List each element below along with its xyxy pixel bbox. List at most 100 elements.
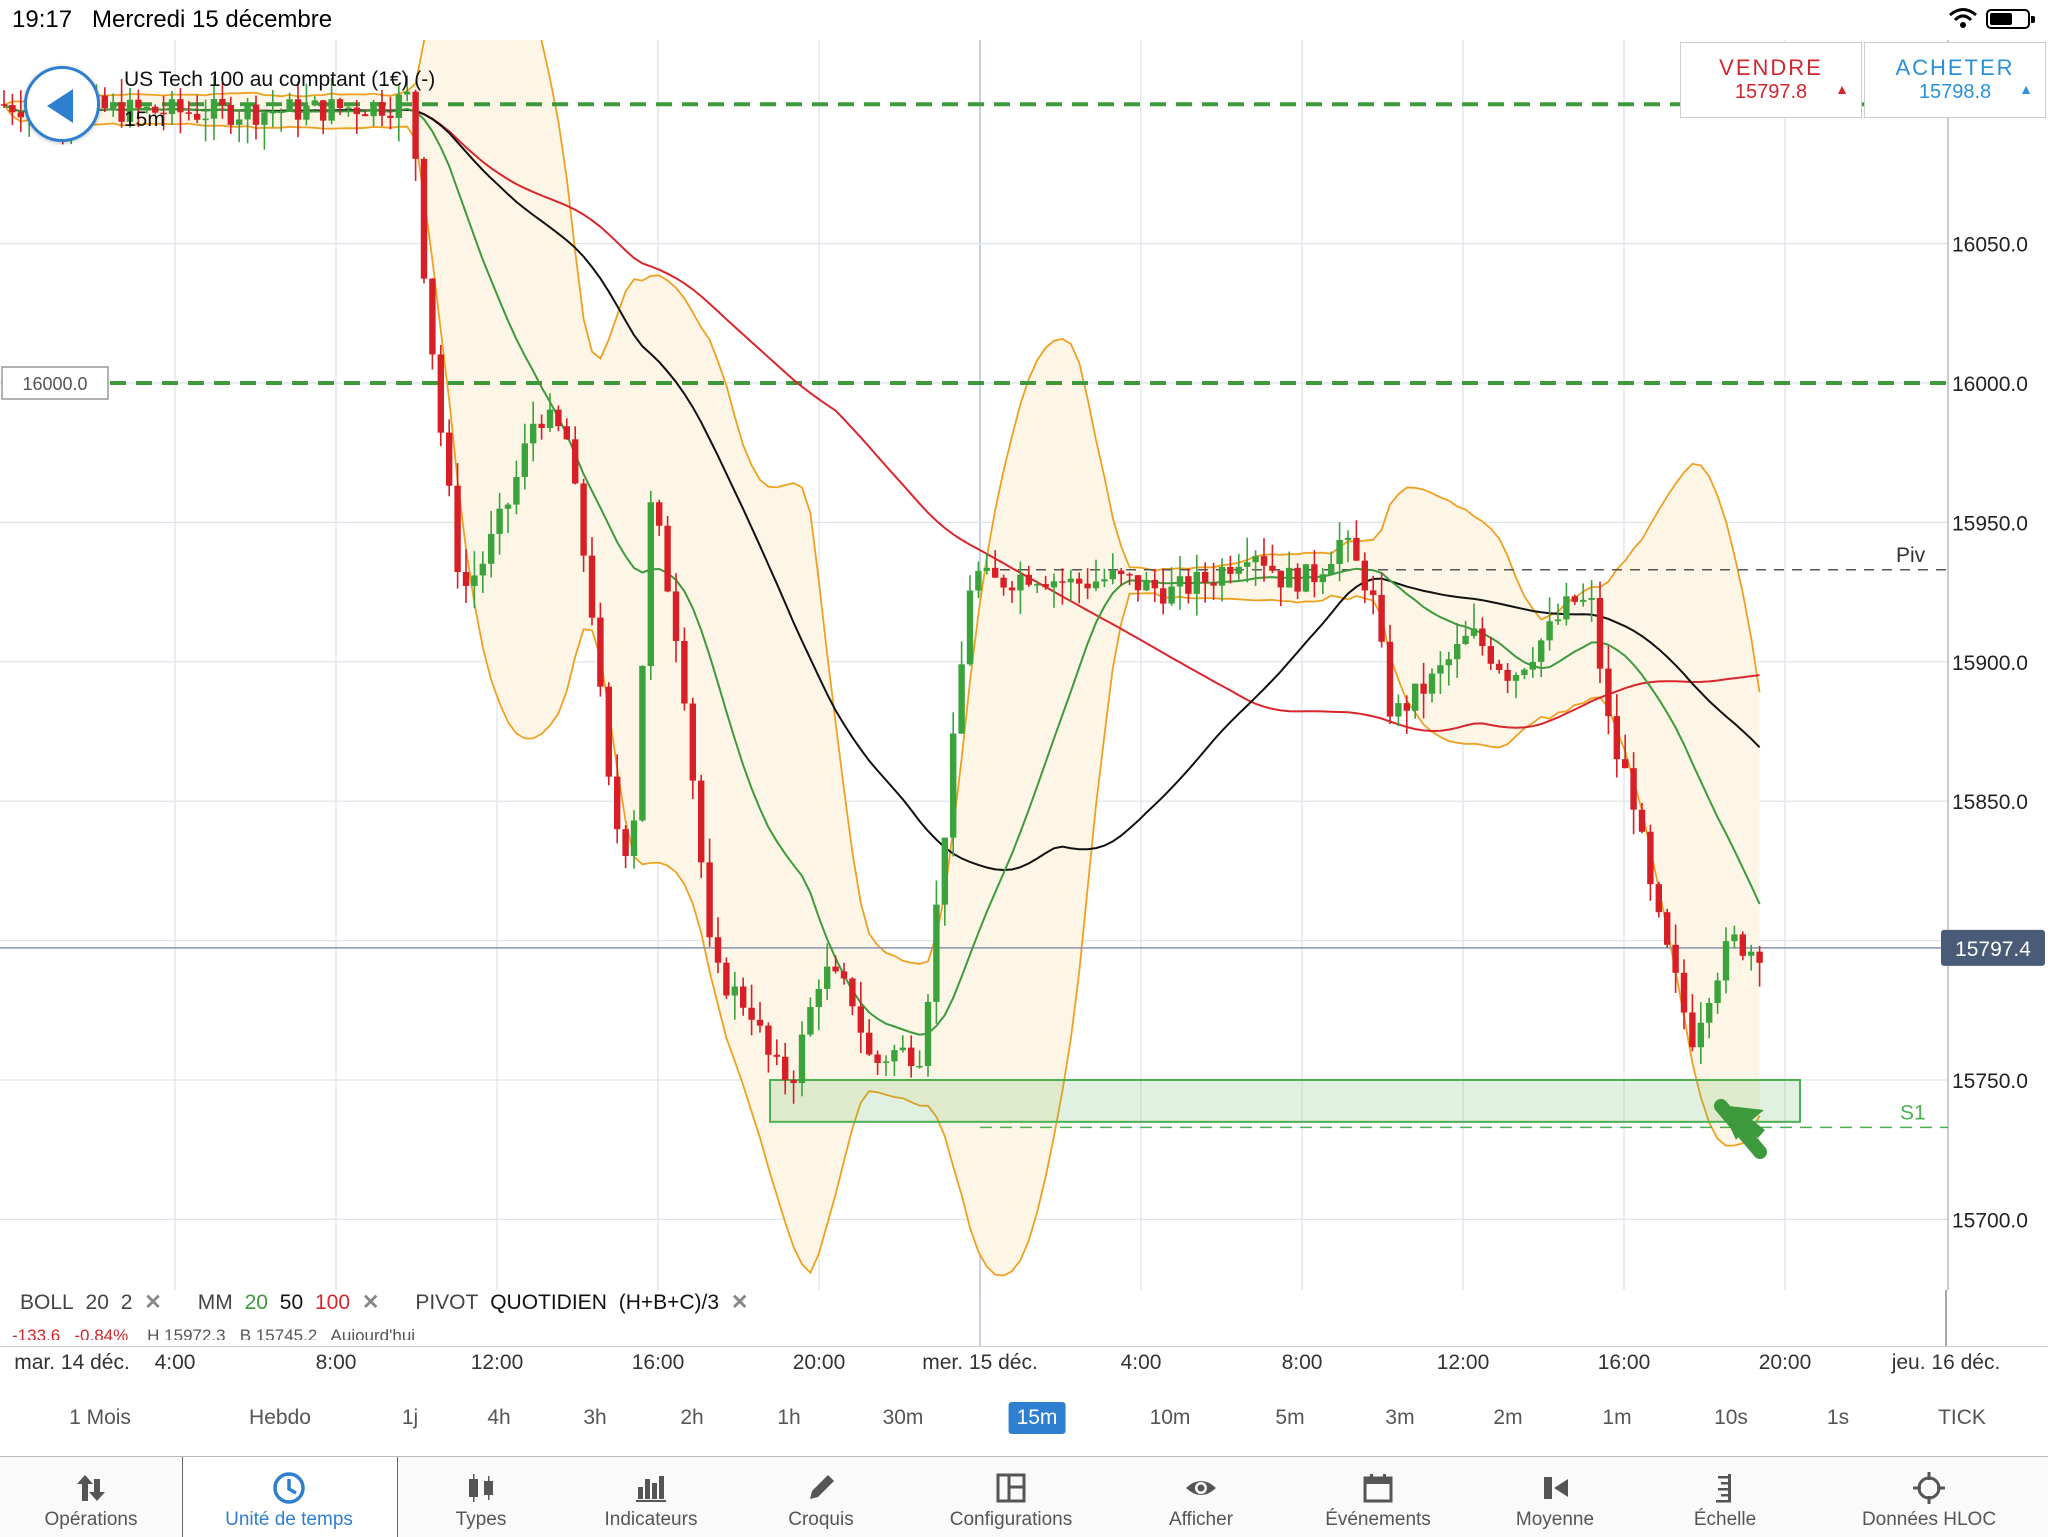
candle-body [1311,564,1318,583]
candle-body [513,476,520,505]
x-label: jeu. 16 déc. [1891,1351,2001,1374]
sell-label: VENDRE [1719,55,1823,80]
tab-configurations[interactable]: Configurations [906,1457,1116,1537]
timeframe-1h[interactable]: 1h [777,1406,801,1429]
candle-body [1580,599,1587,602]
candle-body [840,971,848,979]
candle-body [177,99,184,113]
ma-50-line [3,104,1761,872]
x-label: 16:00 [1597,1351,1651,1374]
timeframe-2m[interactable]: 2m [1493,1406,1523,1429]
candle-body [1437,665,1444,674]
up-arrow-icon: ▲ [2019,81,2033,97]
candle-body [689,703,696,781]
candle-body [1050,581,1058,588]
candle-body [1118,570,1125,575]
candle-body [395,94,402,118]
eye-icon [1186,1481,1216,1495]
timeframe-1j[interactable]: 1j [401,1406,419,1429]
buy-button[interactable]: ACHETER 15798.8 ▲ [1864,42,2046,118]
timeframe-tick[interactable]: TICK [1938,1406,1986,1429]
candle-body [236,119,243,125]
tab-label: Configurations [949,1509,1073,1530]
candle-body [1395,703,1402,717]
candle-body [462,572,470,586]
candle-body [1344,537,1352,540]
candle-body [1109,570,1116,580]
sell-button[interactable]: VENDRE 15797.8 ▲ [1680,42,1862,118]
candle-body [1571,596,1578,602]
high-value: H 15972.3 [147,1326,226,1340]
candle-body [118,102,125,122]
candle-body [1227,566,1234,574]
candle-body [1647,831,1654,885]
timeframe-10s[interactable]: 10s [1714,1406,1748,1429]
chart-timeframe: 15m [124,108,165,131]
tab-events[interactable]: Événements [1286,1457,1470,1537]
remove-boll-icon[interactable]: ✕ [144,1291,162,1314]
candle-body [17,112,24,118]
tab-sketch[interactable]: Croquis [736,1457,906,1537]
timeframe-15m[interactable]: 15m [1008,1402,1066,1434]
candle-body [521,443,528,477]
candle-body [1252,556,1259,563]
tab-types[interactable]: Types [396,1457,566,1537]
bollinger-band [3,40,1761,1277]
tab-operations[interactable]: Opérations [0,1457,182,1537]
candle-body [1697,1022,1704,1048]
remove-pivot-icon[interactable]: ✕ [730,1291,749,1314]
timeframe-3m[interactable]: 3m [1385,1406,1415,1429]
tab-display[interactable]: Afficher [1116,1457,1286,1537]
tab-hloc-data[interactable]: Données HLOC [1810,1457,2048,1537]
candle-body [580,483,587,556]
timeframe-10m[interactable]: 10m [1149,1406,1191,1429]
selected-tab-highlight [182,1457,398,1537]
candle-body [437,354,444,433]
remove-mm-icon[interactable]: ✕ [361,1291,380,1314]
candle-body [1638,809,1646,832]
timeframe-hebdo[interactable]: Hebdo [249,1406,311,1429]
timeframe-2h[interactable]: 2h [680,1406,704,1429]
candle-body [370,101,377,117]
timeframe-5m[interactable]: 5m [1275,1406,1305,1429]
timeframe-3h[interactable]: 3h [583,1406,607,1429]
candle-body [1008,587,1016,591]
candle-body [1554,619,1562,622]
candle-body [1092,581,1100,589]
candle-body [404,91,411,95]
tab-time-unit[interactable]: Unité de temps [182,1457,396,1537]
candle-body [1412,683,1419,711]
pivot-label: Piv [1896,544,1926,567]
candle-body [807,1007,814,1035]
wifi-icon [1949,8,1977,28]
candle-body [446,432,453,486]
timeframe-4h[interactable]: 4h [487,1406,511,1429]
candle-body [1378,594,1385,642]
candle-body [731,986,738,996]
price-summary: -133.6 -0.84% H 15972.3 B 15745.2 Aujour… [12,1326,415,1340]
candle-body [1454,644,1461,660]
tab-scale[interactable]: Échelle [1640,1457,1810,1537]
candle-body [160,112,167,115]
pivot-formula: (H+B+C)/3 [618,1291,720,1314]
candle-body [387,115,394,118]
timeframe-1-mois[interactable]: 1 Mois [69,1406,131,1429]
candle-body [782,1056,789,1081]
candle-body [488,533,495,564]
tab-average[interactable]: Moyenne [1470,1457,1640,1537]
candle-body [1521,669,1528,675]
tab-indicators[interactable]: Indicateurs [566,1457,736,1537]
timeframe-30m[interactable]: 30m [882,1406,924,1429]
x-label: 4:00 [1120,1351,1162,1374]
candle-body [950,733,957,838]
back-button[interactable] [24,66,100,142]
candle-body [681,640,688,704]
mm-period-20: 20 [244,1291,268,1314]
candle-body [1680,972,1688,1013]
y-tick-label: 15700.0 [1952,1209,2028,1232]
timeframe-1m[interactable]: 1m [1602,1406,1632,1429]
timeframe-1s[interactable]: 1s [1826,1406,1850,1429]
price-chart[interactable]: Piv S1 16050.0 16000.0 15950.0 15900.0 15850.… [0,40,2048,1346]
candle-body [1546,621,1553,641]
candle-body [765,1025,772,1055]
